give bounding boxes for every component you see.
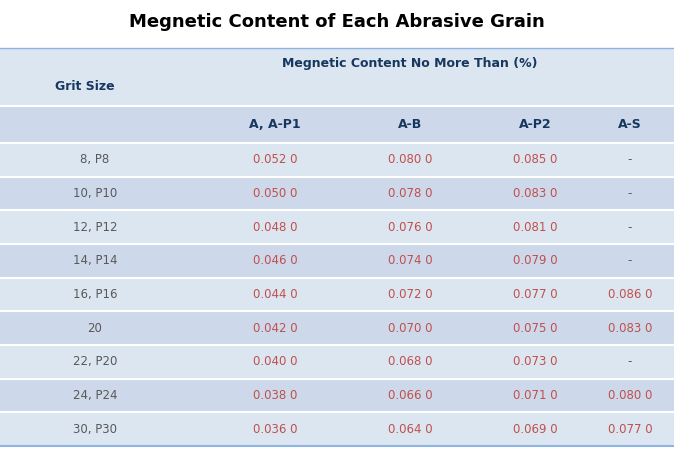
Text: 0.083 0: 0.083 0 [608, 321, 652, 335]
Text: 0.081 0: 0.081 0 [513, 220, 557, 233]
Text: A, A-P1: A, A-P1 [249, 118, 301, 131]
Text: 0.077 0: 0.077 0 [513, 288, 557, 301]
Text: 0.071 0: 0.071 0 [513, 389, 557, 402]
Text: 0.077 0: 0.077 0 [608, 423, 652, 436]
Text: 0.078 0: 0.078 0 [388, 187, 432, 200]
Text: 0.086 0: 0.086 0 [608, 288, 652, 301]
Text: 0.085 0: 0.085 0 [513, 153, 557, 166]
Text: 30, P30: 30, P30 [73, 423, 117, 436]
Text: 10, P10: 10, P10 [73, 187, 117, 200]
Text: 24, P24: 24, P24 [73, 389, 117, 402]
Text: 0.050 0: 0.050 0 [253, 187, 297, 200]
Text: 0.072 0: 0.072 0 [388, 288, 432, 301]
Text: 0.064 0: 0.064 0 [388, 423, 432, 436]
Text: 0.042 0: 0.042 0 [253, 321, 297, 335]
Text: 0.080 0: 0.080 0 [608, 389, 652, 402]
Text: 0.073 0: 0.073 0 [513, 355, 557, 368]
Text: 0.046 0: 0.046 0 [253, 254, 297, 267]
Text: 0.038 0: 0.038 0 [253, 389, 297, 402]
Text: 0.052 0: 0.052 0 [253, 153, 297, 166]
Text: -: - [627, 254, 632, 267]
Text: A-B: A-B [398, 118, 422, 131]
Text: 0.070 0: 0.070 0 [388, 321, 432, 335]
Text: 0.044 0: 0.044 0 [253, 288, 297, 301]
Text: 0.075 0: 0.075 0 [513, 321, 557, 335]
Text: -: - [627, 187, 632, 200]
Text: -: - [627, 355, 632, 368]
Text: 0.036 0: 0.036 0 [253, 423, 297, 436]
Text: 0.066 0: 0.066 0 [388, 389, 432, 402]
Text: 16, P16: 16, P16 [73, 288, 117, 301]
Text: Megnetic Content No More Than (%): Megnetic Content No More Than (%) [282, 57, 538, 70]
Text: -: - [627, 153, 632, 166]
Text: 20: 20 [88, 321, 102, 335]
Text: 0.083 0: 0.083 0 [513, 187, 557, 200]
Text: A-S: A-S [618, 118, 642, 131]
Text: 0.048 0: 0.048 0 [253, 220, 297, 233]
Text: 0.079 0: 0.079 0 [513, 254, 557, 267]
Text: 0.069 0: 0.069 0 [513, 423, 557, 436]
Text: 0.074 0: 0.074 0 [388, 254, 432, 267]
Text: 14, P14: 14, P14 [73, 254, 117, 267]
Text: A-P2: A-P2 [519, 118, 551, 131]
Text: 0.068 0: 0.068 0 [388, 355, 432, 368]
Text: Megnetic Content of Each Abrasive Grain: Megnetic Content of Each Abrasive Grain [129, 13, 545, 31]
Text: 0.076 0: 0.076 0 [388, 220, 432, 233]
Text: 0.080 0: 0.080 0 [388, 153, 432, 166]
Text: -: - [627, 220, 632, 233]
Text: 22, P20: 22, P20 [73, 355, 117, 368]
Text: 0.040 0: 0.040 0 [253, 355, 297, 368]
Text: Grit Size: Grit Size [55, 79, 115, 92]
Text: 8, P8: 8, P8 [80, 153, 110, 166]
Text: 12, P12: 12, P12 [73, 220, 117, 233]
